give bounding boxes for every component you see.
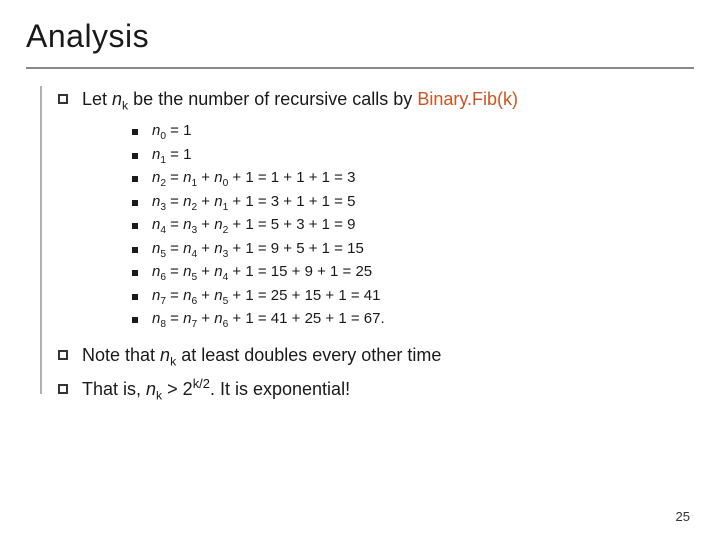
var-n: n [214, 310, 222, 327]
subscript: 3 [191, 225, 197, 236]
var-n: n [214, 216, 222, 233]
sub-text: n8 = n7 + n6 + 1 = 41 + 25 + 1 = 67. [152, 309, 385, 329]
eq-text: = 1 [166, 146, 191, 163]
text-frag: at least doubles every other time [176, 345, 441, 365]
sub-text: n5 = n4 + n3 + 1 = 9 + 5 + 1 = 15 [152, 239, 364, 259]
text-frag: . It is exponential! [210, 379, 350, 399]
sub-list: n0 = 1 n1 = 1 n2 = n1 + n0 + 1 = 1 + 1 +… [58, 121, 694, 329]
filled-bullet-icon [132, 200, 138, 206]
sub-item-n0: n0 = 1 [132, 121, 694, 141]
sub-text: n1 = 1 [152, 145, 191, 165]
sub-item-n7: n7 = n6 + n5 + 1 = 25 + 15 + 1 = 41 [132, 286, 694, 306]
point-text: That is, nk > 2k/2. It is exponential! [82, 377, 350, 401]
text-frag: Note that [82, 345, 160, 365]
sub-item-n6: n6 = n5 + n4 + 1 = 15 + 9 + 1 = 25 [132, 262, 694, 282]
subscript: 6 [191, 296, 197, 307]
sub-item-n4: n4 = n3 + n2 + 1 = 5 + 3 + 1 = 9 [132, 215, 694, 235]
filled-bullet-icon [132, 317, 138, 323]
point-text: Let nk be the number of recursive calls … [82, 87, 518, 111]
sub-item-n5: n5 = n4 + n3 + 1 = 9 + 5 + 1 = 15 [132, 239, 694, 259]
sub-text: n6 = n5 + n4 + 1 = 15 + 9 + 1 = 25 [152, 262, 372, 282]
slide-title: Analysis [26, 18, 694, 63]
sub-item-n2: n2 = n1 + n0 + 1 = 1 + 1 + 1 = 3 [132, 168, 694, 188]
subscript: 4 [160, 225, 166, 236]
bullet-point-conclusion: That is, nk > 2k/2. It is exponential! [58, 377, 694, 401]
sub-text: n3 = n2 + n1 + 1 = 3 + 1 + 1 = 5 [152, 192, 355, 212]
subscript: 7 [191, 319, 197, 330]
sub-item-n8: n8 = n7 + n6 + 1 = 41 + 25 + 1 = 67. [132, 309, 694, 329]
bullet-point-note: Note that nk at least doubles every othe… [58, 343, 694, 367]
square-bullet-icon [58, 350, 68, 360]
subscript: 3 [160, 202, 166, 213]
subscript: 4 [191, 249, 197, 260]
subscript: 5 [191, 272, 197, 283]
filled-bullet-icon [132, 270, 138, 276]
eq-text: = 1 [166, 122, 191, 139]
slide-body: Let nk be the number of recursive calls … [26, 87, 694, 401]
var-n: n [160, 345, 170, 365]
subscript: 2 [160, 178, 166, 189]
filled-bullet-icon [132, 247, 138, 253]
filled-bullet-icon [132, 176, 138, 182]
subscript: 6 [160, 272, 166, 283]
superscript: k/2 [193, 376, 210, 391]
sub-text: n0 = 1 [152, 121, 191, 141]
square-bullet-icon [58, 384, 68, 394]
var-n: n [214, 287, 222, 304]
text-frag: > 2 [162, 379, 193, 399]
point-text: Note that nk at least doubles every othe… [82, 343, 441, 367]
title-rule [26, 67, 694, 69]
filled-bullet-icon [132, 129, 138, 135]
var-n: n [214, 169, 222, 186]
bullet-point-let: Let nk be the number of recursive calls … [58, 87, 694, 111]
eq-text: + 1 = 15 + 9 + 1 = 25 [228, 263, 372, 280]
subscript: 7 [160, 296, 166, 307]
eq-text: + 1 = 25 + 15 + 1 = 41 [228, 287, 380, 304]
slide: Analysis Let nk be the number of recursi… [0, 0, 720, 540]
eq-text: + 1 = 9 + 5 + 1 = 15 [228, 240, 364, 257]
subscript: 5 [160, 249, 166, 260]
sub-item-n1: n1 = 1 [132, 145, 694, 165]
text-frag: be the number of recursive calls by [128, 89, 417, 109]
sub-text: n7 = n6 + n5 + 1 = 25 + 15 + 1 = 41 [152, 286, 380, 306]
eq-text: + 1 = 3 + 1 + 1 = 5 [228, 193, 355, 210]
var-n: n [112, 89, 122, 109]
filled-bullet-icon [132, 294, 138, 300]
square-bullet-icon [58, 94, 68, 104]
eq-text: + 1 = 5 + 3 + 1 = 9 [228, 216, 355, 233]
sub-item-n3: n3 = n2 + n1 + 1 = 3 + 1 + 1 = 5 [132, 192, 694, 212]
var-n: n [214, 240, 222, 257]
sub-text: n4 = n3 + n2 + 1 = 5 + 3 + 1 = 9 [152, 215, 355, 235]
eq-text: + 1 = 41 + 25 + 1 = 67. [228, 310, 384, 327]
filled-bullet-icon [132, 153, 138, 159]
page-number: 25 [676, 509, 690, 524]
sub-text: n2 = n1 + n0 + 1 = 1 + 1 + 1 = 3 [152, 168, 355, 188]
accent-line [40, 86, 42, 394]
eq-text: + 1 = 1 + 1 + 1 = 3 [228, 169, 355, 186]
subscript: 8 [160, 319, 166, 330]
text-frag: That is, [82, 379, 146, 399]
text-frag: Let [82, 89, 112, 109]
var-n: n [214, 193, 222, 210]
subscript: 1 [191, 178, 197, 189]
subscript: 2 [191, 202, 197, 213]
filled-bullet-icon [132, 223, 138, 229]
var-n: n [146, 379, 156, 399]
highlight-text: Binary.Fib(k) [417, 89, 518, 109]
var-n: n [214, 263, 222, 280]
